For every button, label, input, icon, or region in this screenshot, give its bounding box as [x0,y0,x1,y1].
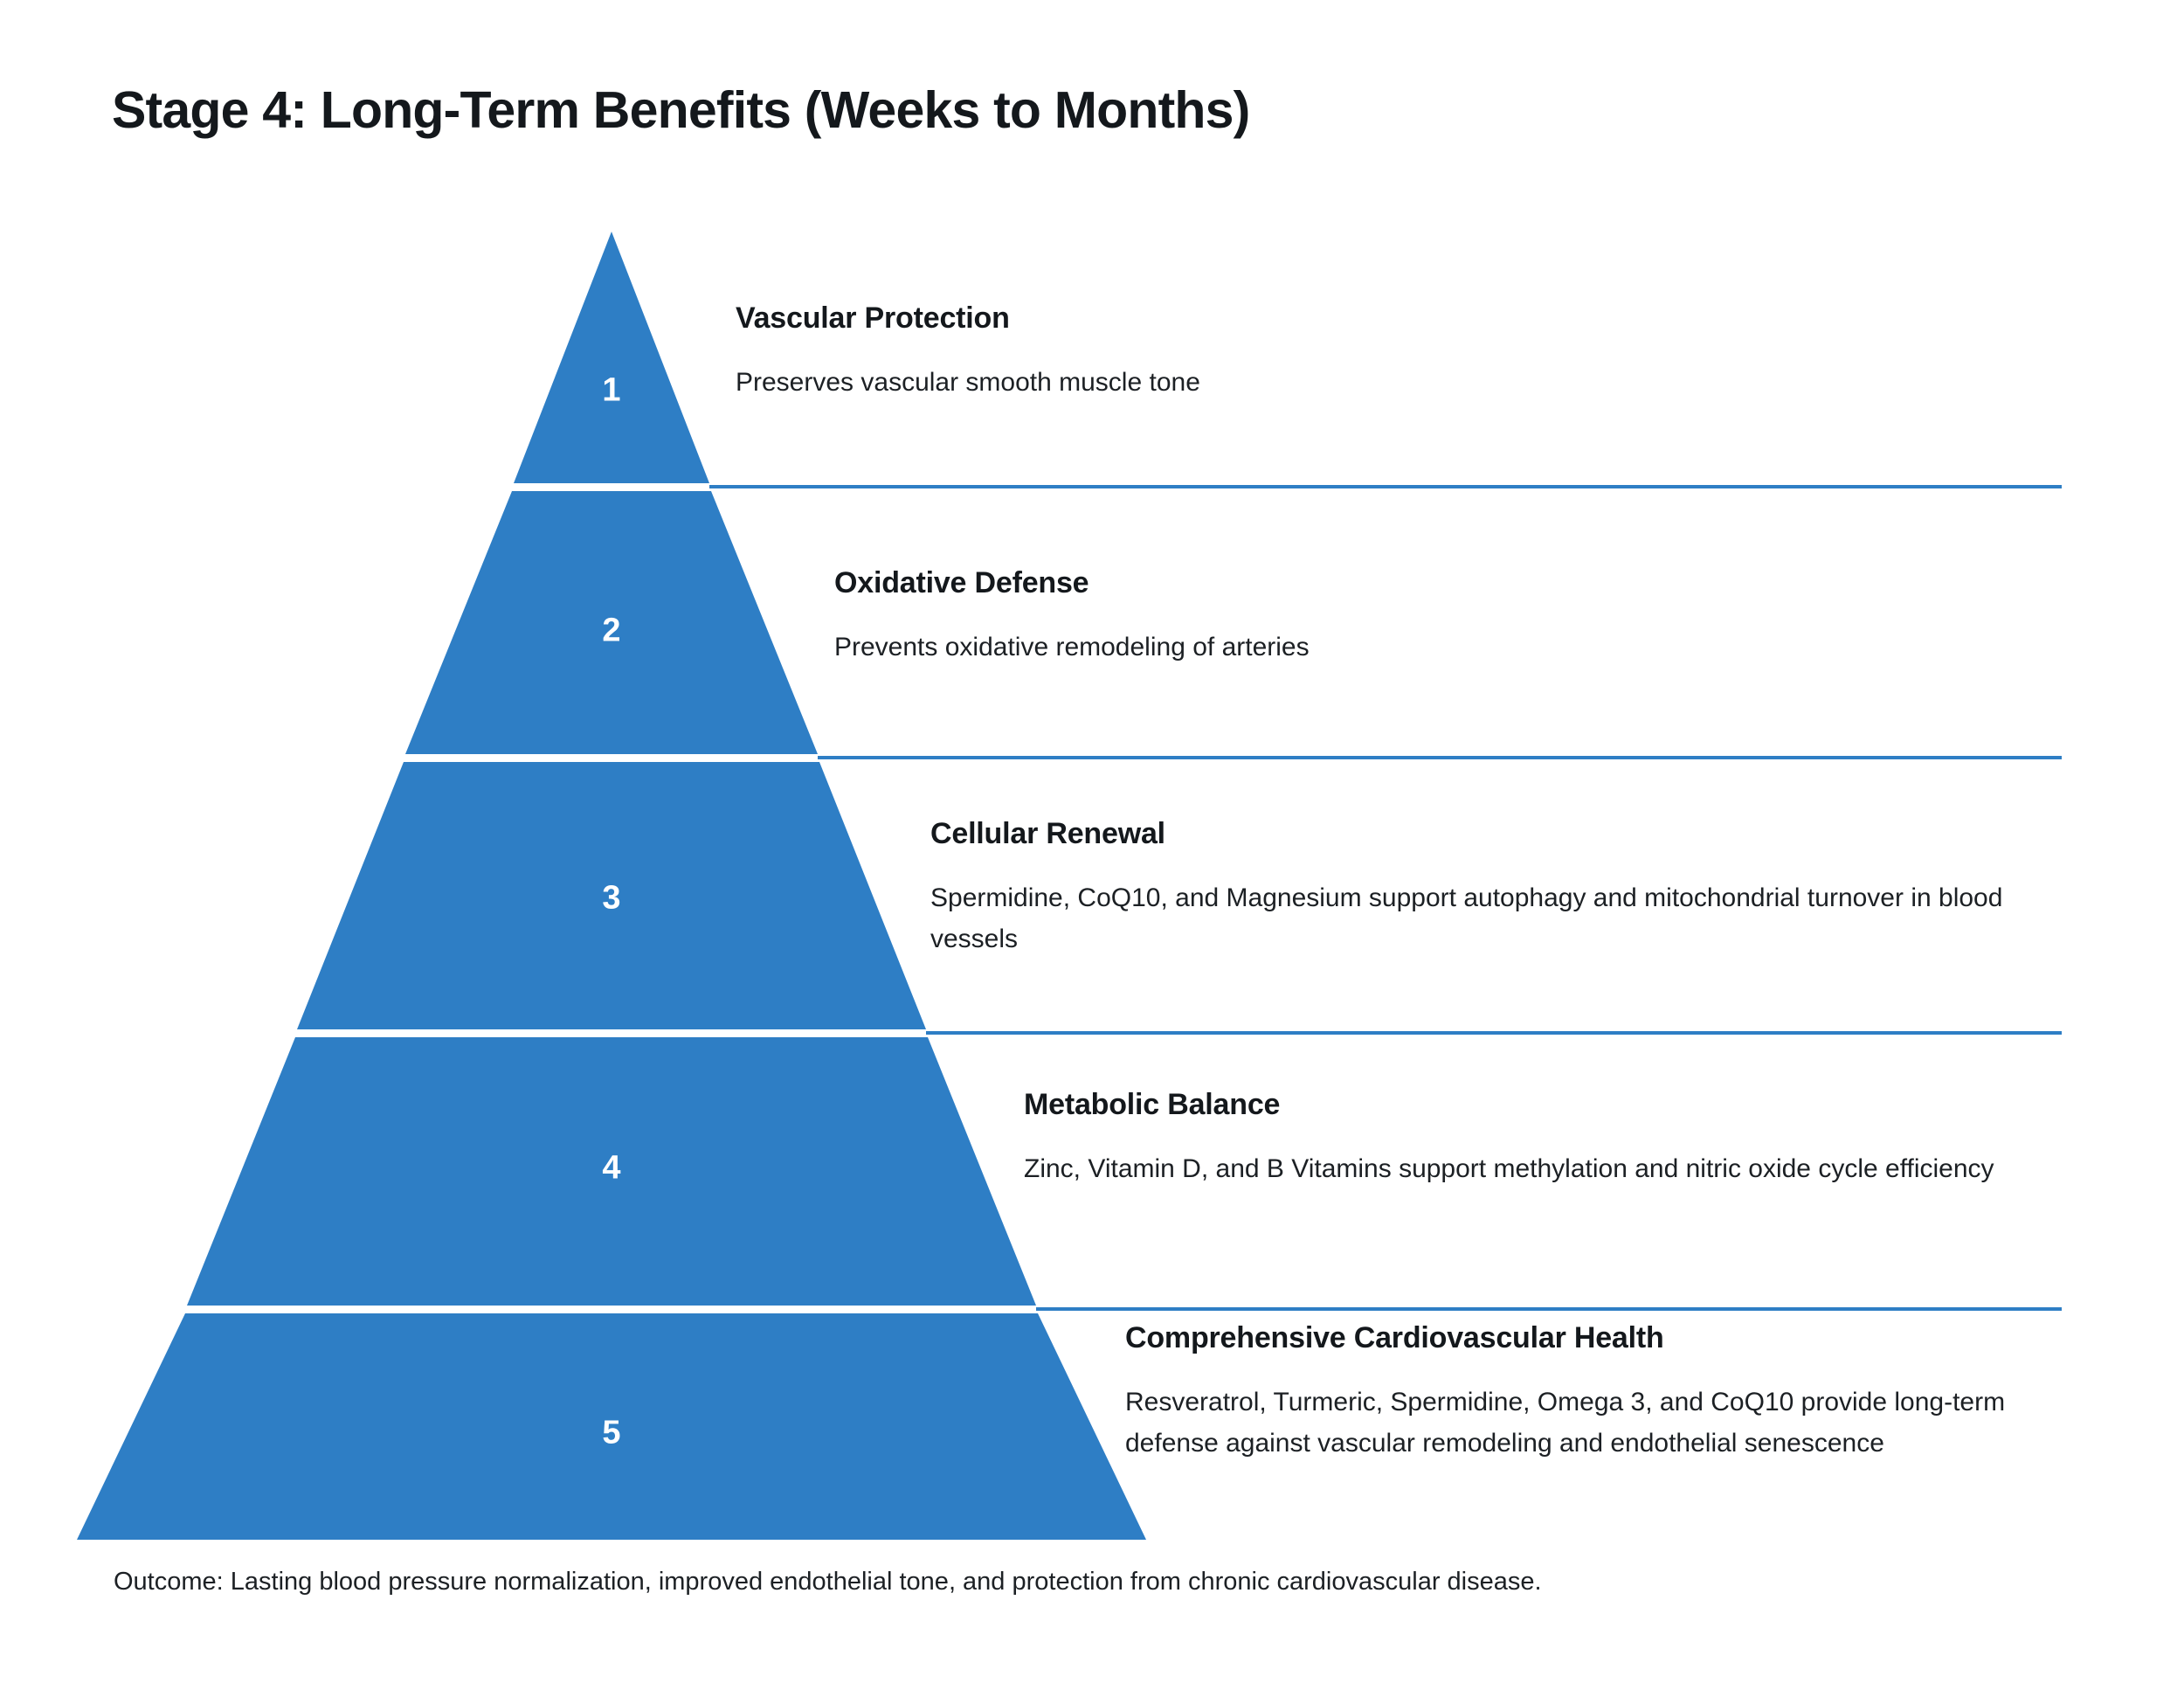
tier-text-block-2: Oxidative Defense Prevents oxidative rem… [834,566,2066,668]
page-title: Stage 4: Long-Term Benefits (Weeks to Mo… [112,81,1250,139]
pyramid-tier-number-1: 1 [602,371,621,409]
pyramid-tier-number-3: 3 [602,879,621,917]
pyramid-tier-number-2: 2 [602,612,621,649]
pyramid-tier-number-4: 4 [602,1149,621,1187]
tier-heading-3: Cellular Renewal [930,817,1165,850]
tier-description-1: Preserves vascular smooth muscle tone [736,368,1200,397]
tier-text-block-4: Metabolic Balance Zinc, Vitamin D, and B… [1024,1088,2063,1189]
tier-heading-4: Metabolic Balance [1024,1088,1281,1121]
tier-description-3: Spermidine, CoQ10, and Magnesium support… [930,883,2003,954]
tier-heading-2: Oxidative Defense [834,566,1089,599]
tier-text-block-5: Comprehensive Cardiovascular Health Resv… [1125,1321,2069,1465]
tier-text-block-1: Vascular Protection Preserves vascular s… [736,301,2063,403]
pyramid-tier-5 [77,1313,1146,1540]
tier-description-5: Resveratrol, Turmeric, Spermidine, Omega… [1125,1388,2006,1458]
tier-heading-5: Comprehensive Cardiovascular Health [1125,1321,1664,1354]
tier-text-block-3: Cellular Renewal Spermidine, CoQ10, and … [930,817,2066,960]
tier-description-4: Zinc, Vitamin D, and B Vitamins support … [1024,1154,1994,1183]
pyramid-tier-4 [187,1037,1036,1306]
pyramid-tier-2 [405,491,818,754]
tier-description-2: Prevents oxidative remodeling of arterie… [834,633,1310,661]
pyramid-tier-number-5: 5 [602,1414,621,1451]
tier-heading-1: Vascular Protection [736,301,1010,335]
pyramid-tier-1 [514,232,709,483]
pyramid-tier-3 [297,762,926,1029]
outcome-summary: Outcome: Lasting blood pressure normaliz… [114,1568,1542,1596]
